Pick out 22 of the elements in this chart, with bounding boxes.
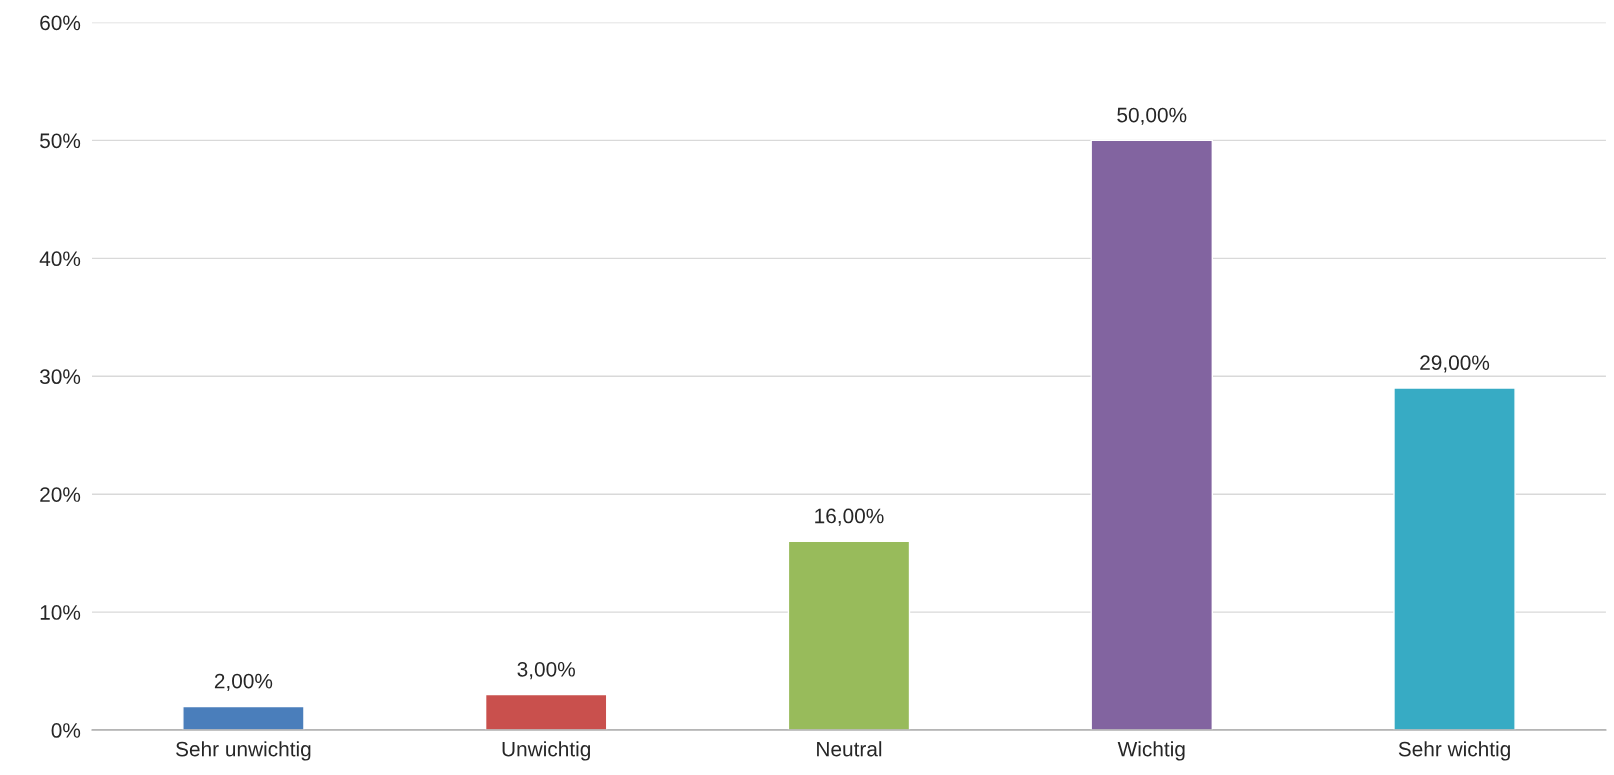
y-tick-label: 40%	[39, 251, 81, 267]
bar	[484, 693, 608, 731]
x-tick-label: Wichtig	[1117, 741, 1185, 761]
bar	[787, 540, 911, 731]
data-label: 2,00%	[214, 673, 273, 691]
y-tick-label: 60%	[40, 15, 81, 31]
y-tick-label: 20%	[40, 487, 81, 502]
x-tick-label: Unwichtig	[502, 741, 590, 761]
data-label: 50,00%	[1117, 107, 1187, 125]
data-label: 29,00%	[1420, 355, 1490, 373]
y-tick-label: 30%	[39, 369, 81, 385]
x-tick-label: Sehr unwichtig	[176, 741, 311, 761]
y-tick-label: 10%	[40, 605, 81, 620]
bar	[1090, 139, 1214, 731]
data-label: 16,00%	[815, 508, 884, 526]
y-tick-label: 50%	[40, 133, 81, 149]
y-tick-label: 0%	[51, 723, 81, 738]
bar	[1393, 387, 1516, 731]
data-label: 3,00%	[517, 661, 575, 680]
x-tick-label: Sehr wichtig	[1398, 741, 1510, 761]
x-tick-label: Neutral	[817, 741, 882, 757]
bar	[182, 705, 305, 731]
